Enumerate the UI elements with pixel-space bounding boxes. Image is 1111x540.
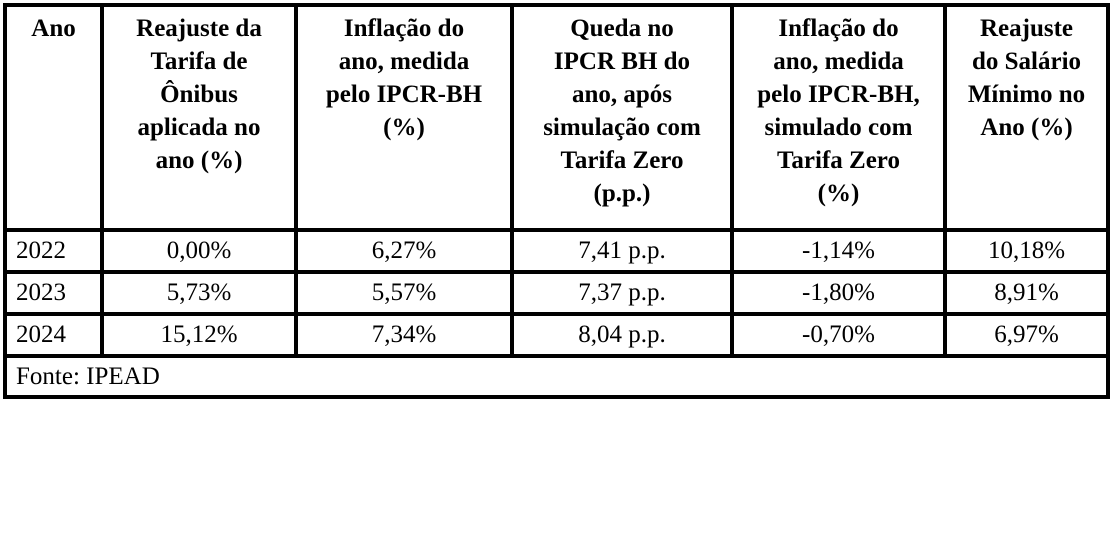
cell-year: 2022 — [7, 232, 104, 274]
cell-inflacao-simulada: -0,70% — [734, 316, 947, 358]
table-row-2023: 2023 5,73% 5,57% 7,37 p.p. -1,80% 8,91% — [7, 274, 1110, 316]
cell-inflacao-simulada: -1,80% — [734, 274, 947, 316]
cell-reajuste-tarifa: 5,73% — [104, 274, 298, 316]
cell-reajuste-salario: 6,97% — [947, 316, 1110, 358]
cell-inflacao: 7,34% — [298, 316, 514, 358]
cell-queda-ipcr: 8,04 p.p. — [514, 316, 734, 358]
column-header-reajuste-salario: Reajuste do Salário Mínimo no Ano (%) — [947, 7, 1110, 232]
cell-reajuste-tarifa: 15,12% — [104, 316, 298, 358]
tarifa-inflacao-table: Ano Reajuste da Tarifa de Ônibus aplicad… — [3, 3, 1110, 399]
column-header-ano: Ano — [7, 7, 104, 232]
table-row-2024: 2024 15,12% 7,34% 8,04 p.p. -0,70% 6,97% — [7, 316, 1110, 358]
table-source-note: Fonte: IPEAD — [7, 358, 1110, 399]
cell-year: 2024 — [7, 316, 104, 358]
cell-queda-ipcr: 7,41 p.p. — [514, 232, 734, 274]
header-row: Ano Reajuste da Tarifa de Ônibus aplicad… — [7, 7, 1110, 232]
source-row: Fonte: IPEAD — [7, 358, 1110, 399]
cell-reajuste-tarifa: 0,00% — [104, 232, 298, 274]
cell-inflacao-simulada: -1,14% — [734, 232, 947, 274]
column-header-inflacao-simulada: Inflação do ano, medida pelo IPCR-BH, si… — [734, 7, 947, 232]
cell-inflacao: 6,27% — [298, 232, 514, 274]
column-header-reajuste-tarifa: Reajuste da Tarifa de Ônibus aplicada no… — [104, 7, 298, 232]
cell-year: 2023 — [7, 274, 104, 316]
column-header-queda-ipcr: Queda no IPCR BH do ano, após simulação … — [514, 7, 734, 232]
cell-queda-ipcr: 7,37 p.p. — [514, 274, 734, 316]
cell-reajuste-salario: 8,91% — [947, 274, 1110, 316]
table-row-2022: 2022 0,00% 6,27% 7,41 p.p. -1,14% 10,18% — [7, 232, 1110, 274]
cell-inflacao: 5,57% — [298, 274, 514, 316]
cell-reajuste-salario: 10,18% — [947, 232, 1110, 274]
column-header-inflacao-ipcr-bh: Inflação do ano, medida pelo IPCR-BH (%) — [298, 7, 514, 232]
